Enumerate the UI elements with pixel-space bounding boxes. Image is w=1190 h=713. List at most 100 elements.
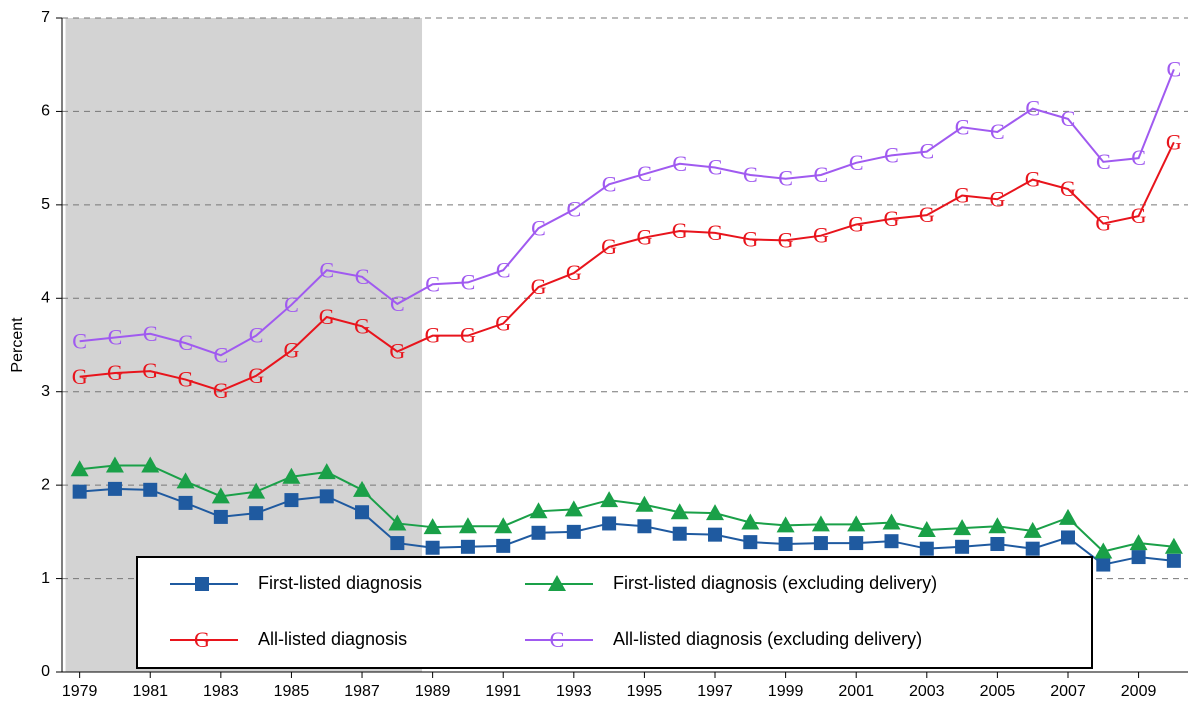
point-marker [955, 539, 970, 554]
point-marker: C [814, 162, 829, 187]
point-marker [919, 541, 934, 556]
point-marker: G [707, 220, 723, 245]
point-marker: G [813, 223, 829, 248]
point-marker: C [778, 166, 793, 191]
point-marker [600, 491, 619, 508]
x-tick-label: 1981 [132, 683, 168, 700]
legend-marker: C [550, 627, 565, 652]
point-marker [143, 482, 158, 497]
x-tick-label: 1997 [697, 683, 733, 700]
legend-label: All-listed diagnosis [258, 629, 407, 649]
y-tick-label: 4 [41, 290, 50, 307]
point-marker [529, 502, 548, 519]
point-marker: G [72, 364, 88, 389]
point-marker: C [72, 328, 87, 353]
point-marker [706, 504, 725, 521]
x-tick-label: 1985 [274, 683, 310, 700]
point-marker: G [1060, 176, 1076, 201]
y-tick-label: 3 [41, 383, 50, 400]
y-tick-label: 1 [41, 570, 50, 587]
point-marker [176, 472, 195, 489]
point-marker [107, 481, 122, 496]
point-marker: G [142, 358, 158, 383]
legend-marker: G [194, 627, 210, 652]
point-marker [211, 487, 230, 504]
point-marker [708, 527, 723, 542]
point-marker [741, 513, 760, 530]
point-marker: C [743, 162, 758, 187]
y-tick-label: 6 [41, 103, 50, 120]
point-marker [141, 456, 160, 473]
point-marker: C [178, 330, 193, 355]
point-marker [743, 535, 758, 550]
point-marker: C [355, 264, 370, 289]
point-marker: G [1166, 129, 1182, 154]
point-marker: G [954, 183, 970, 208]
y-tick-label: 5 [41, 196, 50, 213]
point-marker [566, 524, 581, 539]
y-tick-label: 7 [41, 9, 50, 26]
point-marker [637, 519, 652, 534]
point-marker: G [531, 274, 547, 299]
point-marker: G [425, 323, 441, 348]
point-marker [847, 515, 866, 532]
point-marker [1096, 557, 1111, 572]
point-marker [317, 463, 336, 480]
x-tick-label: 1983 [203, 683, 239, 700]
legend-label: First-listed diagnosis (excluding delive… [613, 573, 937, 593]
point-marker [917, 520, 936, 537]
point-marker [355, 505, 370, 520]
point-marker [1058, 508, 1077, 525]
legend-label: First-listed diagnosis [258, 573, 422, 593]
x-tick-label: 1989 [415, 683, 451, 700]
x-tick-label: 2003 [909, 683, 945, 700]
series-line [79, 141, 1175, 392]
series-line [79, 464, 1174, 553]
point-marker: C [672, 151, 687, 176]
point-marker: C [249, 323, 264, 348]
point-marker [353, 480, 372, 497]
point-marker: G [672, 218, 688, 243]
point-marker [282, 467, 301, 484]
point-marker: G [778, 227, 794, 252]
point-marker [953, 519, 972, 536]
point-marker: C [1096, 149, 1111, 174]
point-marker: C [108, 325, 123, 350]
point-marker: G [742, 226, 758, 251]
point-marker: G [283, 338, 299, 363]
point-marker [319, 489, 334, 504]
point-marker [602, 516, 617, 531]
point-marker: G [389, 339, 405, 364]
point-marker [1025, 541, 1040, 556]
point-marker [105, 456, 124, 473]
x-tick-label: 1979 [62, 683, 98, 700]
x-tick-label: 2007 [1050, 683, 1086, 700]
point-marker [458, 517, 477, 534]
x-tick-label: 1991 [485, 683, 521, 700]
point-marker: G [354, 313, 370, 338]
point-marker: C [1061, 106, 1076, 131]
point-marker [70, 460, 89, 477]
point-marker: C [884, 142, 899, 167]
point-marker [494, 517, 513, 534]
point-marker: G [636, 225, 652, 250]
point-marker: C [708, 155, 723, 180]
point-marker: C [1131, 145, 1146, 170]
point-marker [1131, 550, 1146, 565]
point-marker: C [849, 150, 864, 175]
point-marker: C [531, 215, 546, 240]
point-marker [813, 536, 828, 551]
point-marker [247, 482, 266, 499]
point-marker [531, 525, 546, 540]
legend-marker [195, 577, 209, 591]
point-marker: C [566, 197, 581, 222]
series-line [79, 69, 1175, 357]
point-marker [1060, 530, 1075, 545]
point-marker: G [460, 323, 476, 348]
point-marker: C [143, 321, 158, 346]
point-marker [778, 537, 793, 552]
point-marker: G [178, 367, 194, 392]
point-marker: C [1025, 96, 1040, 121]
point-marker [1129, 534, 1148, 551]
